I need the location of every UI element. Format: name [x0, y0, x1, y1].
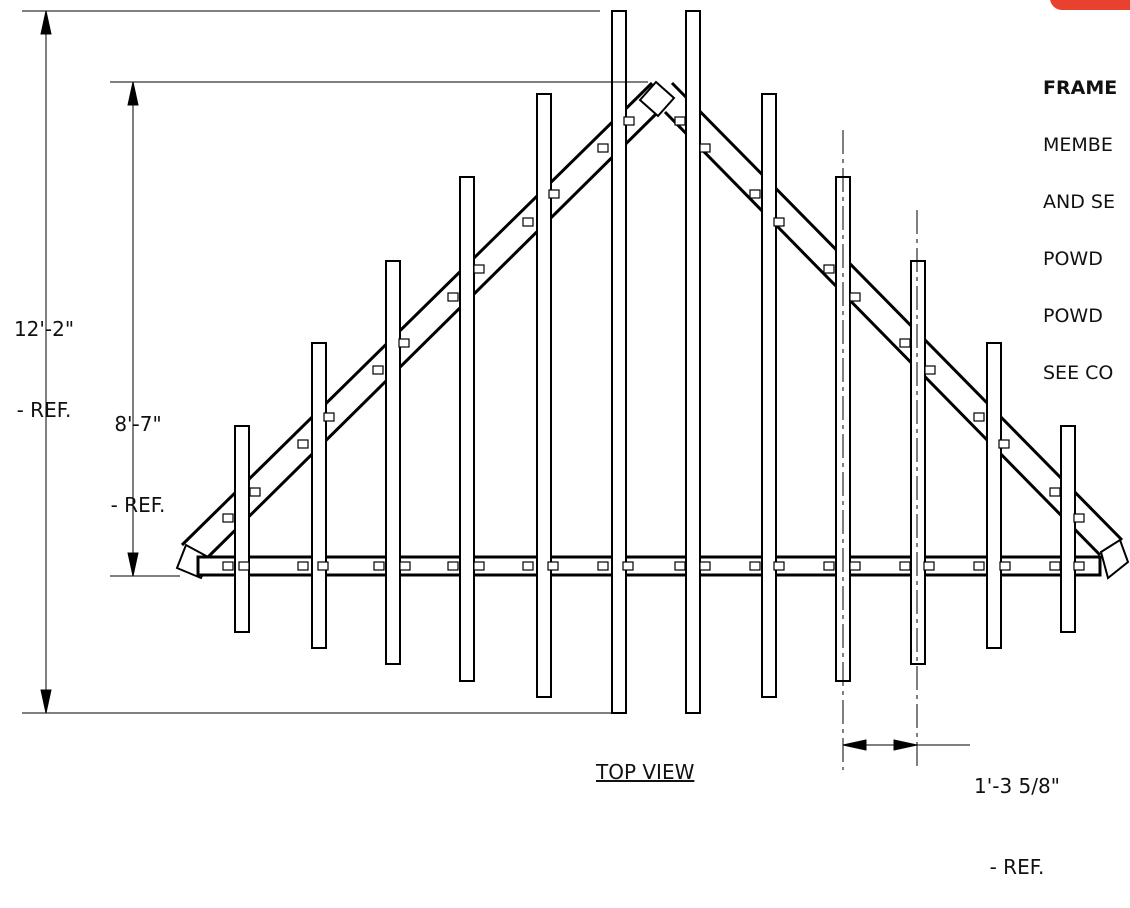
bottom-rail-connector	[238, 561, 250, 571]
overall-height-arrow-bottom	[40, 689, 52, 714]
corner-badge	[1050, 0, 1130, 10]
dimension-lines	[22, 10, 970, 751]
connector-group	[222, 116, 1085, 571]
notes-line: SEE CO	[1043, 362, 1114, 384]
left-rail-connector	[447, 292, 459, 302]
view-title: TOP VIEW	[596, 760, 695, 784]
apex-cap	[638, 80, 676, 118]
right-rail-connector	[973, 412, 985, 422]
bottom-rail-connector	[522, 561, 534, 571]
right-rail-connector	[924, 365, 936, 375]
bottom-rail-connector	[674, 561, 686, 571]
post-3	[385, 260, 401, 665]
right-rail-connector	[674, 116, 686, 126]
bottom-rail-connector	[597, 561, 609, 571]
right-rail-connector	[899, 338, 911, 348]
bottom-rail-connector	[317, 561, 329, 571]
post-spacing-suffix: - REF.	[989, 855, 1045, 879]
frame-height-arrow-bottom	[127, 552, 139, 577]
right-end-cap	[1099, 538, 1130, 580]
right-rail-connector	[773, 217, 785, 227]
bottom-rail-connector	[297, 561, 309, 571]
frame-height-suffix: - REF.	[110, 493, 166, 517]
bottom-rail-connector	[749, 561, 761, 571]
post-2	[311, 342, 327, 649]
notes-line: POWD	[1043, 248, 1103, 270]
notes-title: FRAME	[1043, 77, 1118, 99]
left-rail-connector	[249, 487, 261, 497]
post-5	[536, 93, 552, 698]
spacing-arrow-left	[842, 739, 867, 751]
left-rail-connector	[297, 439, 309, 449]
bottom-rail-connector	[899, 561, 911, 571]
notes-line: POWD	[1043, 305, 1103, 327]
post-7	[685, 10, 701, 714]
bottom-rail-connector	[849, 561, 861, 571]
left-rail-inner	[203, 110, 660, 562]
bottom-rail-connector	[999, 561, 1011, 571]
left-rail-connector	[372, 365, 384, 375]
bottom-rail-connector	[447, 561, 459, 571]
post-4	[459, 176, 475, 682]
triangular-frame	[175, 80, 1130, 580]
left-rail-connector	[222, 513, 234, 523]
left-rail-connector	[323, 412, 335, 422]
post-spacing-value: 1'-3 5/8"	[974, 774, 1060, 798]
post-10	[910, 260, 926, 665]
bottom-rail-connector	[773, 561, 785, 571]
bottom-rail-connector	[1049, 561, 1061, 571]
bottom-rail	[196, 555, 1102, 577]
bottom-rail-connector	[622, 561, 634, 571]
left-rail-connector	[548, 189, 560, 199]
bottom-rail-connector	[923, 561, 935, 571]
bottom-rail-connector	[547, 561, 559, 571]
bottom-rail-connector	[1073, 561, 1085, 571]
left-rail-connector	[623, 116, 635, 126]
left-rail-connector	[597, 143, 609, 153]
frame-height-label: 8'-7" - REF.	[98, 357, 178, 546]
left-rail-connector	[522, 217, 534, 227]
overall-height-suffix: - REF.	[16, 398, 72, 422]
notes-line: AND SE	[1043, 191, 1115, 213]
right-rail-connector	[749, 189, 761, 199]
bottom-rail-connector	[823, 561, 835, 571]
bottom-rail-connector	[973, 561, 985, 571]
right-rail-connector	[699, 143, 711, 153]
notes-line: MEMBE	[1043, 134, 1113, 156]
right-rail-inner	[663, 110, 1102, 557]
bottom-rail-connector	[699, 561, 711, 571]
frame-notes: FRAME MEMBE AND SE POWD POWD SEE CO	[1043, 41, 1117, 402]
top-view-drawing	[22, 10, 1130, 770]
bottom-rail-connector	[222, 561, 234, 571]
right-rail-connector	[998, 439, 1010, 449]
right-rail-connector	[1049, 487, 1061, 497]
right-rail-connector	[849, 292, 861, 302]
left-rail-connector	[398, 338, 410, 348]
bottom-rail-connector	[399, 561, 411, 571]
overall-height-value: 12'-2"	[13, 317, 75, 341]
right-rail-outer	[670, 81, 1124, 542]
left-rail-connector	[473, 264, 485, 274]
post-11	[986, 342, 1002, 649]
bottom-rail-connector	[373, 561, 385, 571]
bottom-rail-connector	[473, 561, 485, 571]
right-rail-connector	[1073, 513, 1085, 523]
frame-height-value: 8'-7"	[114, 412, 162, 436]
overall-height-arrow-top	[40, 10, 52, 35]
spacing-arrow-right	[893, 739, 918, 751]
post-8	[761, 93, 777, 698]
centerlines	[842, 130, 918, 770]
frame-height-arrow-top	[127, 81, 139, 106]
right-rail-connector	[823, 264, 835, 274]
overall-height-label: 12'-2" - REF.	[4, 262, 84, 451]
post-spacing-label: 1'-3 5/8" - REF.	[962, 719, 1072, 908]
post-6	[611, 10, 627, 714]
left-rail-outer	[180, 81, 654, 547]
post-12	[1060, 425, 1076, 633]
post-1	[234, 425, 250, 633]
